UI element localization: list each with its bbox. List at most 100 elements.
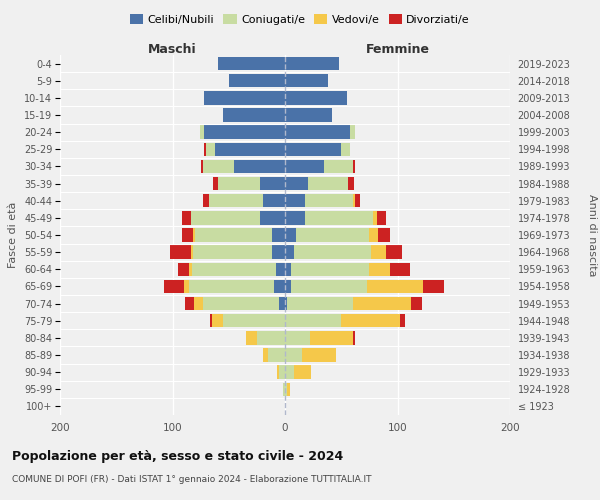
- Bar: [285, 297, 287, 310]
- Bar: [325, 160, 353, 173]
- Bar: [287, 382, 290, 396]
- Bar: [379, 228, 389, 241]
- Text: Femmine: Femmine: [365, 43, 430, 56]
- Bar: [285, 160, 325, 173]
- Bar: [285, 228, 296, 241]
- Bar: [353, 331, 355, 344]
- Bar: [277, 366, 280, 379]
- Bar: [285, 314, 341, 328]
- Bar: [268, 348, 285, 362]
- Bar: [285, 382, 287, 396]
- Bar: [257, 331, 285, 344]
- Bar: [302, 348, 335, 362]
- Bar: [204, 142, 206, 156]
- Bar: [178, 262, 190, 276]
- Bar: [370, 228, 379, 241]
- Bar: [170, 246, 191, 259]
- Bar: [350, 126, 355, 139]
- Bar: [213, 177, 218, 190]
- Bar: [215, 142, 285, 156]
- Bar: [296, 228, 370, 241]
- Bar: [285, 91, 347, 104]
- Bar: [285, 366, 294, 379]
- Bar: [283, 382, 285, 396]
- Bar: [194, 297, 203, 310]
- Bar: [223, 108, 285, 122]
- Bar: [370, 262, 389, 276]
- Bar: [193, 246, 271, 259]
- Bar: [271, 246, 285, 259]
- Bar: [285, 57, 339, 70]
- Bar: [190, 262, 191, 276]
- Bar: [285, 194, 305, 207]
- Bar: [285, 348, 302, 362]
- Bar: [290, 280, 367, 293]
- Bar: [285, 126, 350, 139]
- Y-axis label: Anni di nascita: Anni di nascita: [587, 194, 597, 276]
- Bar: [190, 280, 274, 293]
- Bar: [209, 314, 212, 328]
- Bar: [191, 262, 276, 276]
- Bar: [274, 280, 285, 293]
- Text: COMUNE DI POFI (FR) - Dati ISTAT 1° gennaio 2024 - Elaborazione TUTTITALIA.IT: COMUNE DI POFI (FR) - Dati ISTAT 1° genn…: [12, 475, 371, 484]
- Bar: [280, 366, 285, 379]
- Bar: [218, 57, 285, 70]
- Bar: [193, 228, 195, 241]
- Bar: [285, 280, 290, 293]
- Bar: [341, 142, 350, 156]
- Bar: [209, 194, 263, 207]
- Bar: [400, 314, 406, 328]
- Bar: [260, 211, 285, 224]
- Bar: [355, 194, 361, 207]
- Bar: [212, 314, 223, 328]
- Bar: [386, 246, 402, 259]
- Legend: Celibi/Nubili, Coniugati/e, Vedovi/e, Divorziati/e: Celibi/Nubili, Coniugati/e, Vedovi/e, Di…: [127, 10, 473, 28]
- Bar: [353, 160, 355, 173]
- Bar: [294, 366, 311, 379]
- Bar: [218, 177, 260, 190]
- Bar: [203, 297, 280, 310]
- Bar: [185, 297, 194, 310]
- Bar: [204, 91, 285, 104]
- Bar: [285, 108, 332, 122]
- Text: Maschi: Maschi: [148, 43, 197, 56]
- Bar: [285, 74, 328, 88]
- Y-axis label: Fasce di età: Fasce di età: [8, 202, 19, 268]
- Bar: [195, 228, 271, 241]
- Bar: [223, 314, 285, 328]
- Bar: [280, 297, 285, 310]
- Bar: [245, 331, 257, 344]
- Bar: [229, 74, 285, 88]
- Bar: [285, 246, 294, 259]
- Bar: [184, 280, 190, 293]
- Bar: [191, 246, 193, 259]
- Bar: [199, 126, 204, 139]
- Bar: [263, 194, 285, 207]
- Bar: [203, 194, 209, 207]
- Bar: [182, 211, 191, 224]
- Bar: [263, 348, 268, 362]
- Bar: [411, 297, 422, 310]
- Bar: [377, 211, 386, 224]
- Bar: [294, 246, 371, 259]
- Text: Popolazione per età, sesso e stato civile - 2024: Popolazione per età, sesso e stato civil…: [12, 450, 343, 463]
- Bar: [260, 177, 285, 190]
- Bar: [271, 228, 285, 241]
- Bar: [341, 314, 400, 328]
- Bar: [191, 211, 260, 224]
- Bar: [367, 280, 424, 293]
- Bar: [182, 228, 193, 241]
- Bar: [290, 262, 370, 276]
- Bar: [305, 194, 353, 207]
- Bar: [206, 142, 215, 156]
- Bar: [285, 331, 310, 344]
- Bar: [310, 331, 353, 344]
- Bar: [371, 246, 386, 259]
- Bar: [285, 211, 305, 224]
- Bar: [373, 211, 377, 224]
- Bar: [163, 280, 184, 293]
- Bar: [287, 297, 353, 310]
- Bar: [353, 194, 355, 207]
- Bar: [203, 160, 235, 173]
- Bar: [308, 177, 348, 190]
